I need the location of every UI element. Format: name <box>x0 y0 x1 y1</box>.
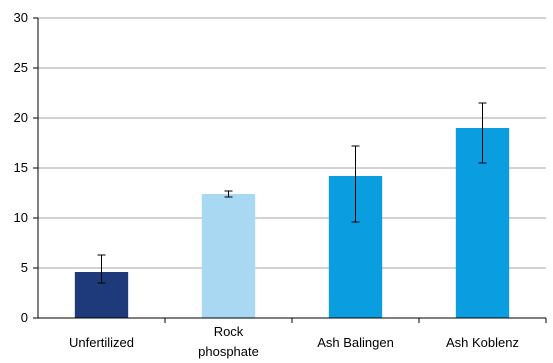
category-label: Unfertilized <box>69 335 134 350</box>
y-axis: 0 5 10 15 20 25 30 <box>14 10 39 325</box>
y-tick-label: 5 <box>21 260 28 275</box>
bar <box>201 194 256 318</box>
category-label: Rock phosphate <box>198 324 259 359</box>
bars <box>74 128 510 318</box>
y-tick-label: 25 <box>14 60 28 75</box>
x-axis: Unfertilized Rock phosphate Ash Balingen Ash… <box>38 317 547 359</box>
error-bars <box>97 102 487 284</box>
category-label: Ash Balingen <box>317 335 394 350</box>
y-tick-label: 15 <box>14 160 28 175</box>
y-tick-label: 30 <box>14 10 28 25</box>
category-label: Ash Koblenz <box>446 335 519 350</box>
y-tick-label: 0 <box>21 310 28 325</box>
y-tick-label: 10 <box>14 210 28 225</box>
y-tick-label: 20 <box>14 110 28 125</box>
